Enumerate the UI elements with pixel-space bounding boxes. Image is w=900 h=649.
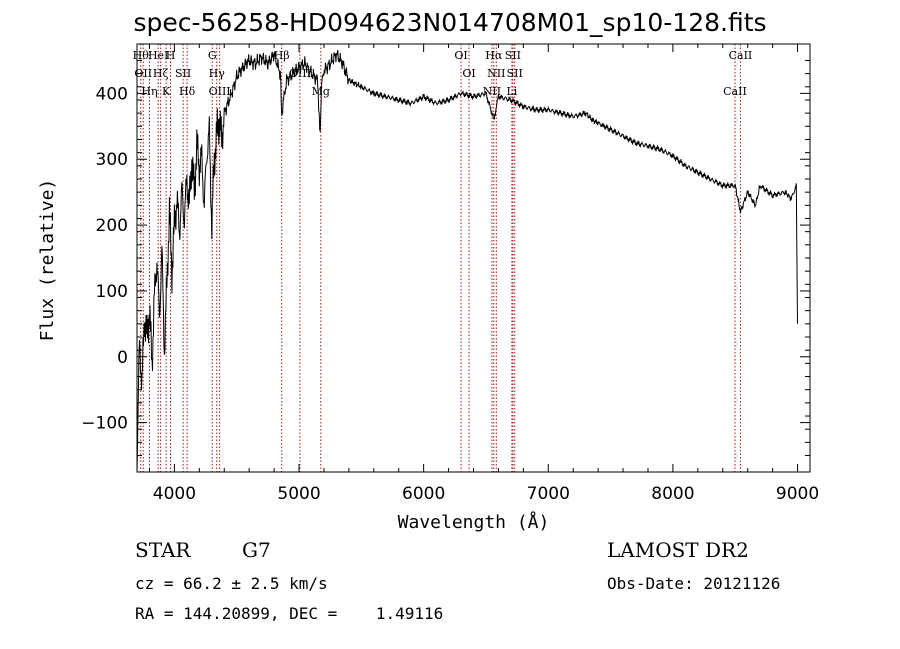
line-label-22: SII (507, 67, 523, 80)
line-label-3: HeI (148, 49, 168, 62)
spectrum-line (136, 49, 798, 473)
line-label-9: G (208, 49, 217, 62)
line-label-6: H (166, 49, 176, 62)
line-label-15: OI (454, 49, 467, 62)
line-label-14: Mg (312, 85, 330, 98)
x-axis-label: Wavelength (Å) (398, 511, 550, 533)
spectral-line-markers (140, 44, 741, 472)
x-tick-label-3: 7000 (527, 484, 570, 504)
obs-date-readout: Obs-Date: 20121126 (607, 574, 781, 593)
x-tick-label-5: 9000 (776, 484, 819, 504)
line-label-18: Hα (485, 49, 503, 62)
line-label-17: NII (483, 85, 501, 98)
y-tick-label-3: 200 (96, 216, 128, 236)
line-label-7: SII (175, 67, 191, 80)
line-label-10: Hγ (209, 67, 226, 80)
line-label-11: OIII (209, 85, 231, 98)
x-tick-label-1: 5000 (277, 484, 320, 504)
x-tick-label-0: 4000 (153, 484, 196, 504)
y-tick-label-5: 400 (96, 84, 128, 104)
spectral-subclass: G7 (242, 538, 271, 562)
line-label-12: Hβ (274, 49, 290, 62)
y-tick-label-4: 300 (96, 150, 128, 170)
coordinates-readout: RA = 144.20899, DEC = 1.49116 (135, 604, 444, 623)
x-tick-label-2: 6000 (402, 484, 445, 504)
plot-frame (136, 43, 811, 473)
axis-ticks: 4000 5000 6000 7000 8000 9000 −100 0 100 200 300 40… (81, 44, 819, 504)
line-label-24: CaII (729, 49, 753, 62)
line-label-21: SII (505, 49, 521, 62)
line-label-20: Li (506, 85, 517, 98)
survey-name: LAMOST DR2 (607, 538, 749, 562)
y-axis-label: Flux (relative) (37, 179, 58, 342)
chart-title: spec-56258-HD094623N014708M01_sp10-128.f… (133, 8, 767, 37)
y-tick-label-1: 0 (117, 348, 128, 368)
object-class: STAR (135, 538, 191, 562)
line-label-5: K (162, 85, 171, 98)
spectral-line-labels: HθOIIHηHeIHζKHSIIHδGHγOIIIHβOIIIMgOIOINI… (133, 49, 753, 98)
line-label-1: OII (134, 67, 152, 80)
line-label-23: CaII (723, 85, 747, 98)
line-label-2: Hη (141, 85, 157, 98)
y-tick-label-2: 100 (96, 282, 128, 302)
line-label-8: Hδ (179, 85, 196, 98)
redshift-readout: cz = 66.2 ± 2.5 km/s (135, 574, 328, 593)
line-label-19: NII (487, 67, 505, 80)
x-tick-label-4: 8000 (651, 484, 694, 504)
line-label-16: OI (462, 67, 475, 80)
y-tick-label-0: −100 (81, 414, 128, 434)
line-label-4: Hζ (153, 67, 169, 80)
